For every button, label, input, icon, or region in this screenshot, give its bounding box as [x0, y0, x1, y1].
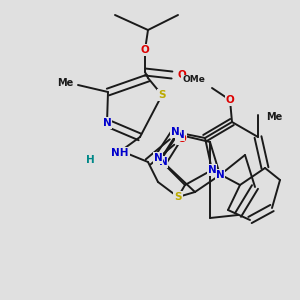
Text: O: O — [178, 70, 186, 80]
Text: S: S — [174, 192, 182, 202]
Text: N: N — [171, 127, 179, 137]
Text: N: N — [216, 170, 224, 180]
Text: N: N — [208, 165, 216, 175]
Text: N: N — [176, 130, 184, 140]
Text: N: N — [154, 153, 162, 163]
Text: N: N — [103, 118, 111, 128]
Text: O: O — [226, 95, 234, 105]
Text: OMe: OMe — [182, 76, 205, 85]
Text: H: H — [85, 155, 94, 165]
Text: O: O — [178, 134, 186, 144]
Text: Me: Me — [266, 112, 282, 122]
Text: N: N — [159, 157, 167, 167]
Text: Me: Me — [57, 78, 73, 88]
Text: NH: NH — [111, 148, 129, 158]
Text: O: O — [141, 45, 149, 55]
Text: S: S — [158, 90, 166, 100]
